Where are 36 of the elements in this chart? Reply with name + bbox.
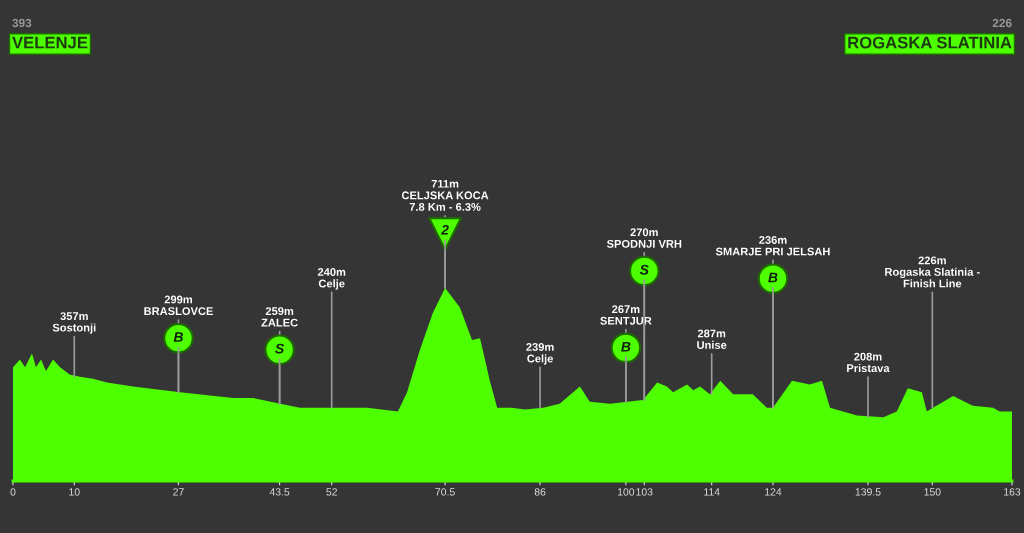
text: 226 [992, 18, 1012, 28]
text: 393 [12, 18, 32, 28]
annotation: 270m SPODNJI VRH [606, 228, 682, 248]
x-tick-label: 124 [765, 488, 782, 496]
annotation: 226m Rogaska Slatinia - Finish Line [885, 256, 980, 288]
annotation: 208m Pristava [847, 352, 890, 373]
x-tick-label: 139.5 [855, 488, 881, 496]
x-tick-label: 163 [1004, 488, 1021, 496]
x-tick-label: 27 [173, 488, 184, 496]
annotation: B [173, 332, 183, 342]
annotation: 287m Unise [697, 329, 727, 349]
annotation: 299m BRASLOVCE [144, 295, 213, 316]
x-tick-label: 114 [704, 488, 720, 496]
x-tick-label: 150 [924, 488, 941, 496]
annotation: 2 [441, 224, 449, 235]
annotation: B [768, 272, 778, 283]
annotation: 259m ZALEC [261, 307, 298, 327]
x-tick-label: 103 [636, 488, 653, 496]
x-tick-label: 0 [10, 488, 16, 496]
x-tick-label: 100 [617, 488, 635, 496]
annotation: 711m CELJSKA KOCA 7.8 Km - 6.3% [401, 179, 489, 211]
x-tick-label: 86 [534, 488, 546, 496]
annotation: 239m Celje [526, 343, 554, 365]
text: ROGASKA SLATINIA [848, 36, 1012, 49]
x-tick-label: 43.5 [269, 488, 290, 496]
annotation: B [621, 341, 631, 352]
annotation: S [275, 343, 285, 354]
annotation: 240m Celje [317, 268, 346, 290]
annotation: 236m SMARJE PRI JELSAH [715, 236, 830, 256]
x-tick-label: 70.5 [435, 488, 455, 496]
x-tick-label: 52 [326, 488, 337, 496]
x-tick-label: 10 [69, 488, 80, 496]
annotation: 267m SENTJUR [600, 305, 652, 325]
text: VELENJE [12, 36, 88, 49]
annotation: S [639, 264, 649, 275]
annotation: 357m Sostonji [52, 312, 96, 334]
